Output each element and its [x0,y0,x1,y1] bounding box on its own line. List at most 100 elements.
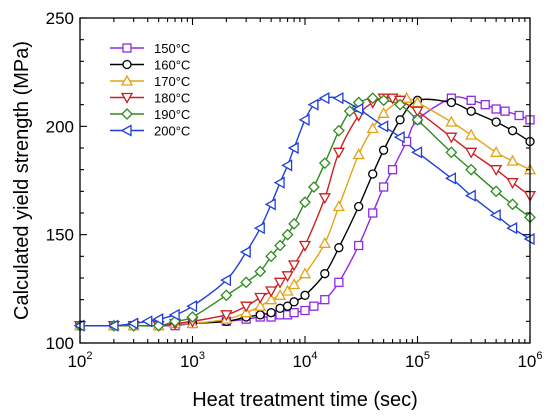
data-point [491,117,501,127]
series-markers [73,92,535,332]
legend-marker [120,92,134,104]
data-point [239,245,251,259]
data-point [300,290,310,300]
data-point [298,113,310,126]
data-point [264,198,276,211]
data-point [366,122,379,134]
axis-ticks [79,17,531,344]
data-point [253,222,265,235]
data-point [289,308,299,318]
x-tick-label: 105 [405,350,430,371]
data-point [445,146,458,159]
legend-marker [122,59,132,70]
x-tick-labels: 102 103 104 105 106 [67,350,542,371]
data-point [273,176,285,189]
legend-item: 180°C [110,91,190,106]
y-tick-label: 150 [46,226,74,245]
data-point [152,313,164,326]
data-point [506,222,518,235]
x-tick-exponent: 6 [536,350,542,362]
data-point [466,95,476,105]
data-point [489,209,501,222]
y-axis-title: Calculated yield strength (MPa) [11,41,33,320]
data-point [332,124,345,137]
data-point [507,126,518,136]
data-point [490,145,503,157]
data-point [378,182,389,192]
data-point [368,208,378,218]
data-point [265,293,278,305]
data-point [275,303,285,313]
data-point [282,301,293,311]
data-point [320,295,330,305]
x-tick-exponent: 5 [424,350,430,362]
data-point [387,165,398,175]
data-point [394,98,406,111]
data-point [298,267,312,279]
data-point [377,94,390,107]
data-point [254,292,267,304]
data-point [366,92,379,105]
data-point [445,132,458,144]
data-point [491,104,501,114]
data-point [287,260,301,272]
data-point [506,154,519,166]
data-point [393,131,405,144]
data-point [411,106,424,118]
data-point [411,113,424,126]
data-point [274,239,286,252]
data-point [378,145,389,155]
legend-marker [120,74,134,86]
x-tick-base: 10 [405,352,424,371]
data-point [506,178,519,190]
legend-label: 200°C [154,124,190,139]
x-tick-exponent: 2 [86,350,92,362]
data-point [318,193,331,205]
data-point [368,169,378,179]
data-point [490,165,503,177]
data-point [298,240,312,252]
data-point [490,185,503,198]
data-point [464,189,476,202]
data-point [281,159,293,172]
series-line [80,97,531,327]
data-point [141,315,153,328]
data-point [354,201,364,212]
data-point [254,299,267,311]
data-point [265,250,278,263]
data-point [320,269,330,279]
data-point [395,115,405,125]
data-point [240,276,253,289]
data-point [307,98,319,111]
x-tick-base: 10 [292,352,311,371]
data-point [445,115,458,127]
legend-label: 150°C [154,41,190,56]
x-tick-exponent: 4 [311,350,317,362]
x-tick-base: 10 [67,352,86,371]
data-point [377,106,390,118]
data-point [107,319,119,332]
x-tick-label: 106 [517,350,542,371]
data-point [186,311,199,323]
data-point [127,317,139,330]
data-point [480,100,490,110]
data-point [332,200,345,212]
data-point [281,271,294,283]
legend-label: 180°C [154,91,190,106]
data-point [168,308,180,321]
legend-item: 200°C [110,124,190,139]
legend-item: 160°C [110,58,190,73]
data-point [411,96,424,108]
data-point [300,305,310,316]
legend-item: 150°C [110,41,190,56]
data-point [446,97,457,108]
data-point [445,172,457,185]
data-point [273,277,287,289]
data-point [318,92,330,105]
legend-label: 190°C [154,107,190,122]
plot-markers [73,91,537,333]
data-point [265,286,278,298]
legend-marker [120,124,132,137]
data-point [343,105,356,118]
